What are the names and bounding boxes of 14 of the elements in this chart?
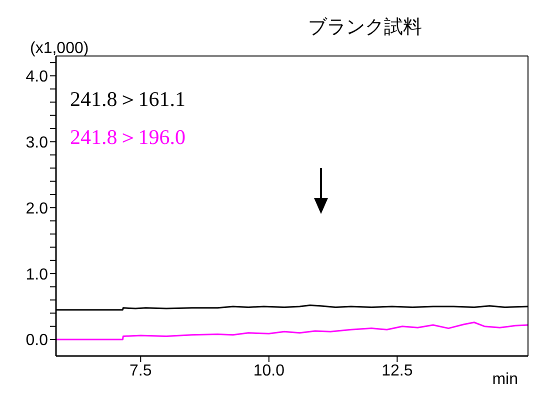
y-tick-label: 4.0 bbox=[26, 68, 48, 86]
line-series bbox=[56, 322, 528, 340]
x-tick-label: 10.0 bbox=[253, 362, 285, 380]
y-tick-label: 0.0 bbox=[26, 332, 48, 350]
text: 241.8＞196.0 bbox=[70, 124, 186, 151]
x-tick-label: 7.5 bbox=[130, 362, 152, 380]
text: 241.8＞161.1 bbox=[70, 86, 186, 113]
chart-title: ブランク試料 bbox=[308, 15, 422, 40]
y-tick-label: 1.0 bbox=[26, 266, 48, 284]
y-tick-label: 2.0 bbox=[26, 200, 48, 218]
x-axis-title: min bbox=[492, 371, 518, 388]
x-tick-label: 12.5 bbox=[382, 362, 413, 380]
y-tick-label: 3.0 bbox=[26, 134, 48, 152]
y-axis-title: (x1,000) bbox=[30, 40, 89, 58]
